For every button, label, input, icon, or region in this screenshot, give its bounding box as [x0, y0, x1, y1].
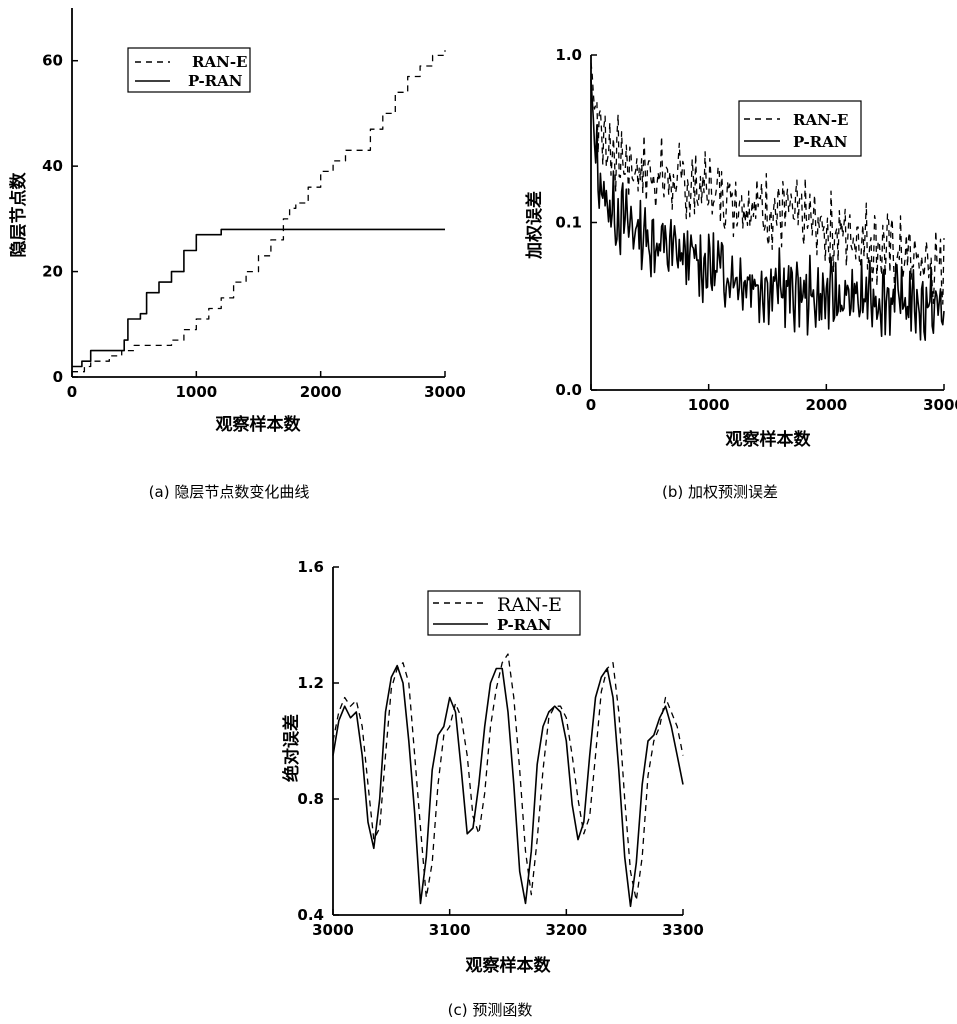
- chart-c-x-tick-label: 3000: [312, 921, 354, 939]
- chart-b-series-ran-e-line: [590, 62, 945, 305]
- chart-a-y-ticks: 0 20 40 60: [42, 52, 78, 386]
- chart-b-x-tick-label: 3000: [923, 396, 957, 414]
- chart-a-legend-label-ran-e: RAN-E: [192, 53, 247, 71]
- chart-a-y-tick-label: 0: [53, 368, 63, 386]
- chart-b-legend: RAN-E P-RAN: [738, 100, 862, 157]
- chart-c-x-tick-label: 3300: [662, 921, 704, 939]
- chart-b-x-ticks: 0 1000 2000 3000: [586, 384, 957, 414]
- chart-b-xlabel: 观察样本数: [725, 429, 812, 450]
- chart-b-x-tick-label: 2000: [805, 396, 847, 414]
- chart-a-ylabel: 隐层节点数: [8, 172, 29, 258]
- chart-b-series-p-ran-line: [590, 79, 945, 341]
- chart-b-legend-label-ran-e: RAN-E: [793, 111, 848, 129]
- chart-c-x-tick-label: 3100: [429, 921, 471, 939]
- chart-a-x-tick-label: 3000: [424, 383, 466, 401]
- chart-a-x-tick-label: 0: [67, 383, 77, 401]
- chart-b-x-tick-label: 1000: [688, 396, 730, 414]
- chart-c-y-ticks: 0.4 0.8 1.2 1.6: [297, 558, 339, 924]
- chart-a-caption: (a) 隐层节点数变化曲线: [149, 483, 310, 501]
- chart-a-y-tick-label: 20: [42, 263, 63, 281]
- chart-c-xlabel: 观察样本数: [465, 955, 552, 976]
- chart-a-x-tick-label: 2000: [300, 383, 342, 401]
- chart-a-legend: RAN-E P-RAN: [127, 47, 251, 93]
- chart-b-y-tick-label: 1.0: [555, 46, 582, 64]
- chart-a-x-tick-label: 1000: [175, 383, 217, 401]
- chart-c: 0.4 0.8 1.2 1.6 3000 3100 3200 3300 观察样本数 绝对误差…: [281, 558, 704, 1019]
- chart-c-y-tick-label: 1.6: [297, 558, 324, 576]
- chart-c-series-p-ran-line: [332, 664, 684, 908]
- chart-a-legend-box: [127, 47, 251, 93]
- chart-a-y-tick-label: 60: [42, 52, 63, 70]
- chart-b-y-tick-label: 0.1: [555, 214, 582, 232]
- chart-a-x-ticks: 0 1000 2000 3000: [67, 371, 466, 401]
- chart-c-caption: (c) 预测函数: [448, 1001, 533, 1019]
- chart-c-y-tick-label: 1.2: [297, 674, 324, 692]
- chart-c-series: [332, 653, 684, 908]
- chart-b-ylabel: 加权误差: [524, 191, 545, 260]
- chart-b-caption: (b) 加权预测误差: [662, 483, 778, 501]
- chart-c-ylabel: 绝对误差: [281, 714, 302, 782]
- chart-b-y-ticks: 0.0 0.1 1.0: [555, 46, 597, 399]
- chart-c-legend-box: [427, 590, 581, 636]
- chart-a-series-p-ran-line: [72, 228, 445, 368]
- chart-b-x-tick-label: 0: [586, 396, 596, 414]
- chart-c-legend-label-p-ran: P-RAN: [497, 616, 552, 634]
- chart-a-series: [72, 50, 446, 373]
- chart-b-series: [590, 62, 945, 341]
- chart-c-x-ticks: 3000 3100 3200 3300: [312, 909, 704, 939]
- chart-b-legend-box: [738, 100, 862, 157]
- chart-b: 0.0 0.1 1.0 0 1000 2000 3000 观察样本数 加权误差 RAN-E…: [524, 46, 957, 501]
- chart-c-y-tick-label: 0.4: [297, 906, 324, 924]
- chart-c-y-tick-label: 0.8: [297, 790, 324, 808]
- chart-a-y-tick-label: 40: [42, 157, 63, 175]
- chart-a-legend-label-p-ran: P-RAN: [188, 72, 243, 90]
- chart-b-y-tick-label: 0.0: [555, 381, 582, 399]
- chart-c-x-tick-label: 3200: [545, 921, 587, 939]
- chart-a-xlabel: 观察样本数: [215, 414, 302, 435]
- chart-c-legend: RAN-E P-RAN: [427, 590, 581, 636]
- chart-c-legend-label-ran-e: RAN-E: [497, 594, 562, 616]
- chart-c-series-ran-e-line: [332, 653, 684, 902]
- chart-a: 0 20 40 60 0 1000 2000 3000 观察样本数 隐层节点数 RAN-E …: [8, 8, 466, 501]
- chart-b-legend-label-p-ran: P-RAN: [793, 133, 848, 151]
